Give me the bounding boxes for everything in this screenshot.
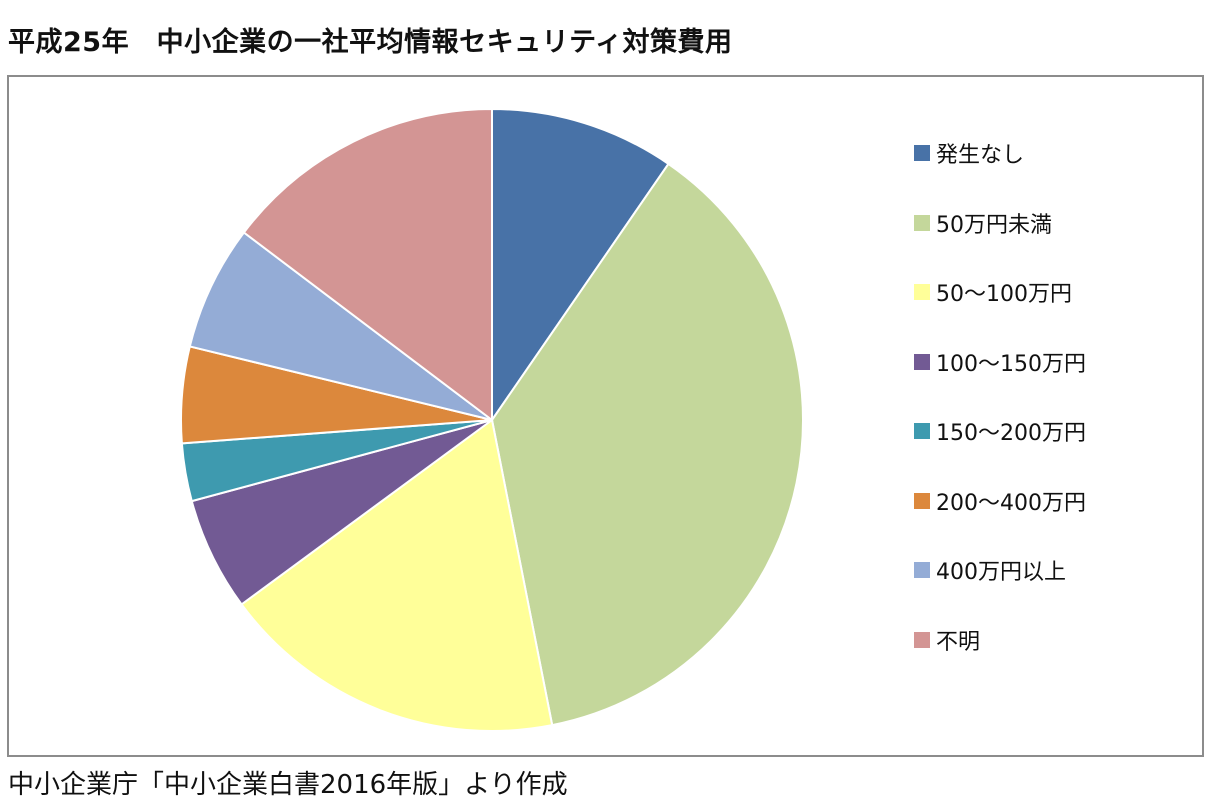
legend-swatch bbox=[914, 631, 930, 648]
source-note: 中小企業庁「中小企業白書2016年版」より作成 bbox=[8, 770, 568, 800]
legend-item-4: 150～200万円 bbox=[914, 415, 1086, 447]
legend-swatch bbox=[914, 214, 930, 231]
legend-label: 400万円以上 bbox=[936, 560, 1066, 585]
legend-label: 不明 bbox=[936, 629, 981, 655]
legend-label: 50～100万円 bbox=[936, 282, 1072, 307]
legend-label: 100～150万円 bbox=[936, 351, 1086, 377]
legend-swatch bbox=[914, 353, 930, 370]
page-title: 平成25年 中小企業の一社平均情報セキュリティ対策費用 bbox=[8, 27, 733, 58]
legend-swatch bbox=[914, 562, 930, 578]
legend-item-7: 不明 bbox=[914, 624, 980, 656]
pie-slice-0 bbox=[491, 107, 670, 424]
legend-item-1: 50万円未満 bbox=[914, 207, 1052, 239]
legend-label: 150～200万円 bbox=[936, 421, 1086, 446]
pie-slice-2 bbox=[240, 418, 554, 732]
legend-item-3: 100～150万円 bbox=[914, 346, 1086, 378]
legend-swatch bbox=[914, 145, 930, 161]
legend-swatch bbox=[914, 284, 930, 300]
legend-item-2: 50～100万円 bbox=[914, 276, 1072, 308]
legend-swatch bbox=[914, 492, 930, 509]
chart-area: 発生なし 50万円未満 50～100万円 100～150万円 150～200万円 200～… bbox=[7, 75, 1204, 757]
legend-label: 発生なし bbox=[936, 143, 1025, 168]
legend-item-5: 200～400万円 bbox=[914, 485, 1086, 517]
pie-slice-6 bbox=[188, 231, 493, 421]
legend-label: 200～400万円 bbox=[936, 490, 1086, 516]
legend-label: 50万円未満 bbox=[936, 212, 1052, 238]
pie-slice-7 bbox=[242, 107, 493, 423]
legend-swatch bbox=[914, 423, 930, 439]
pie-chart bbox=[180, 107, 804, 732]
pie-slice-1 bbox=[490, 162, 804, 727]
legend-item-0: 発生なし bbox=[914, 137, 1024, 169]
legend-item-6: 400万円以上 bbox=[914, 554, 1066, 586]
